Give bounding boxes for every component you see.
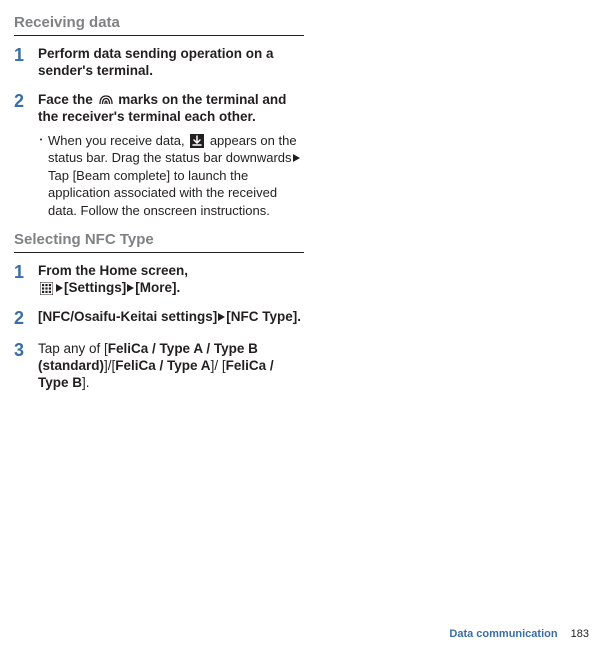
text-fragment: FeliCa / Type A [115, 358, 210, 373]
text-fragment: Face the [38, 92, 97, 107]
text-fragment: From the Home screen, [38, 263, 188, 278]
bullet-text: When you receive data, appears on the st… [48, 132, 304, 220]
step-number: 1 [14, 46, 38, 80]
step-number: 2 [14, 309, 38, 329]
step-title: Face the marks on the terminal and the r… [38, 92, 304, 126]
apps-grid-icon [40, 282, 53, 295]
triangle-icon [56, 284, 63, 292]
step-2-1: 1 From the Home screen, [Settings] [More]… [14, 263, 304, 297]
download-icon [190, 134, 204, 148]
step-1-2: 2 Face the marks on the terminal and the… [14, 92, 304, 219]
nfc-mark-icon [99, 94, 113, 106]
section-heading-receiving: Receiving data [14, 14, 304, 36]
step-number: 2 [14, 92, 38, 219]
step-number: 1 [14, 263, 38, 297]
bullet-item: ･ When you receive data, appears on the … [38, 132, 304, 220]
step-2-2: 2 [NFC/Osaifu-Keitai settings] [NFC Type]… [14, 309, 304, 329]
footer-section-label: Data communication [449, 628, 557, 640]
step-title: [NFC/Osaifu-Keitai settings] [NFC Type]. [38, 309, 304, 326]
text-fragment: [More]. [135, 280, 180, 295]
page-number: 183 [571, 628, 589, 640]
step-title: From the Home screen, [Settings] [More]. [38, 263, 304, 297]
step-1-1: 1 Perform data sending operation on a se… [14, 46, 304, 80]
text-fragment: [NFC/Osaifu-Keitai settings] [38, 309, 217, 324]
triangle-icon [293, 154, 300, 162]
bullet-marker: ･ [38, 132, 48, 220]
text-fragment: ]/[ [104, 358, 115, 373]
section-heading-nfc-type: Selecting NFC Type [14, 231, 304, 253]
step-title: Tap any of [FeliCa / Type A / Type B (st… [38, 341, 304, 392]
triangle-icon [218, 313, 225, 321]
step-2-3: 3 Tap any of [FeliCa / Type A / Type B (… [14, 341, 304, 392]
text-fragment: Tap any of [ [38, 341, 108, 356]
triangle-icon [127, 284, 134, 292]
text-fragment: [NFC Type]. [226, 309, 301, 324]
text-fragment: Tap [Beam complete] to launch the applic… [48, 168, 277, 218]
text-fragment: [Settings] [64, 280, 126, 295]
text-fragment: ]. [82, 375, 90, 390]
text-fragment: ]/ [ [211, 358, 226, 373]
text-fragment: When you receive data, [48, 133, 188, 148]
step-number: 3 [14, 341, 38, 392]
step-title: Perform data sending operation on a send… [38, 46, 304, 80]
page-footer: Data communication 183 [449, 628, 589, 640]
